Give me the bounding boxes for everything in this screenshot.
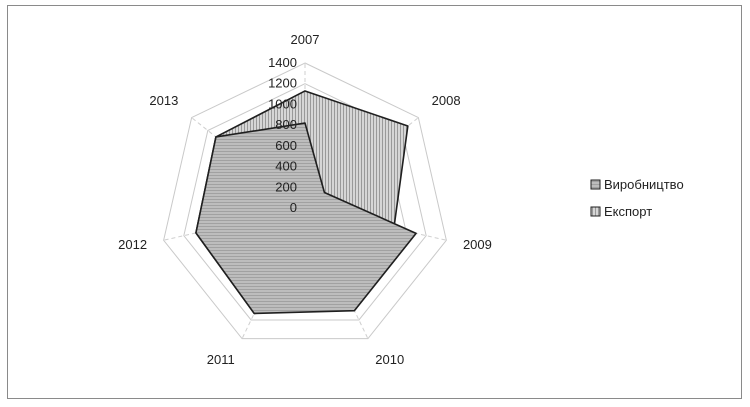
tick-labels: 0 200 400 600 800 1000 1200 1400 bbox=[268, 55, 297, 215]
category-label-2007: 2007 bbox=[291, 32, 320, 47]
category-label-2012: 2012 bbox=[118, 237, 147, 252]
legend: Виробництво Експорт bbox=[590, 177, 684, 219]
grid-ring-1400 bbox=[163, 62, 447, 340]
category-label-2009: 2009 bbox=[463, 237, 492, 252]
tick-label-1000: 1000 bbox=[268, 96, 297, 111]
tick-label-400: 400 bbox=[275, 159, 297, 174]
tick-label-1400: 1400 bbox=[268, 55, 297, 70]
category-label-2011: 2011 bbox=[207, 352, 235, 367]
series-production-area bbox=[195, 122, 417, 315]
category-labels: 2007 2008 2009 2010 2011 2012 2013 bbox=[118, 32, 492, 367]
tick-label-600: 600 bbox=[275, 138, 297, 153]
grid-ring-1200 bbox=[183, 83, 427, 321]
legend-label-production: Виробництво bbox=[604, 177, 684, 192]
category-label-2008: 2008 bbox=[432, 93, 461, 108]
tick-label-200: 200 bbox=[275, 179, 297, 194]
series-layer bbox=[195, 90, 417, 315]
category-label-2010: 2010 bbox=[375, 352, 404, 367]
tick-label-0: 0 bbox=[290, 200, 297, 215]
legend-label-export: Експорт bbox=[604, 204, 652, 219]
tick-label-1200: 1200 bbox=[268, 76, 297, 91]
category-label-2013: 2013 bbox=[149, 93, 178, 108]
tick-label-800: 800 bbox=[275, 117, 297, 132]
legend-swatch-export bbox=[590, 206, 601, 217]
legend-swatch-production bbox=[590, 179, 601, 190]
